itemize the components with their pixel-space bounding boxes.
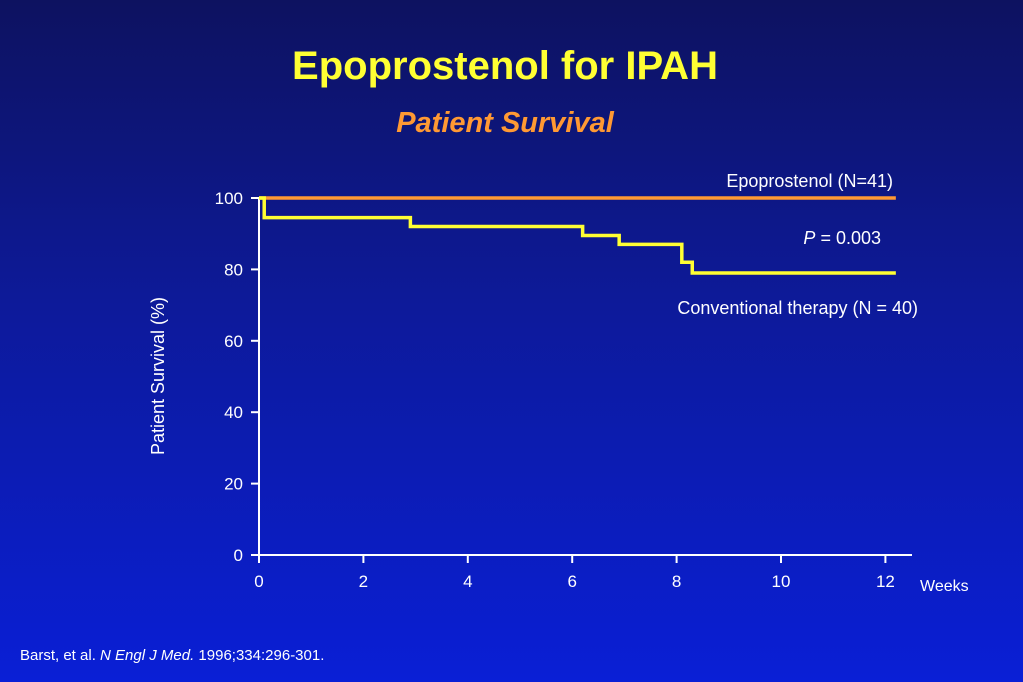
x-tick-label: 10 — [772, 572, 791, 591]
y-tick-label: 20 — [224, 475, 243, 494]
x-tick-label: 0 — [254, 572, 263, 591]
citation: Barst, et al. N Engl J Med. 1996;334:296… — [20, 647, 324, 664]
y-tick-label: 80 — [224, 260, 243, 279]
slide-subtitle: Patient Survival — [396, 107, 614, 139]
p-value-symbol: P — [803, 228, 815, 248]
citation-authors: Barst, et al. — [20, 647, 101, 664]
y-tick-label: 60 — [224, 332, 243, 351]
series-label-conventional: Conventional therapy (N = 40) — [677, 298, 918, 318]
y-tick-label: 100 — [215, 189, 243, 208]
citation-journal: N Engl J Med. — [100, 647, 195, 664]
y-tick-label: 0 — [234, 546, 243, 565]
x-tick-label: 4 — [463, 572, 472, 591]
x-axis-title: Weeks — [920, 578, 969, 595]
p-value-annotation: P = 0.003 — [803, 228, 881, 248]
x-tick-label: 2 — [359, 572, 368, 591]
p-value-text: = 0.003 — [815, 228, 881, 248]
series-line-conventional — [259, 196, 896, 275]
series-label-epoprostenol: Epoprostenol (N=41) — [726, 171, 893, 191]
x-tick-label: 8 — [672, 572, 681, 591]
slide-title: Epoprostenol for IPAH — [292, 44, 718, 88]
x-tick-label: 12 — [876, 572, 895, 591]
y-axis-title: Patient Survival (%) — [148, 297, 168, 455]
y-tick-label: 40 — [224, 403, 243, 422]
x-tick-label: 6 — [567, 572, 576, 591]
citation-details: 1996;334:296-301. — [194, 647, 325, 664]
